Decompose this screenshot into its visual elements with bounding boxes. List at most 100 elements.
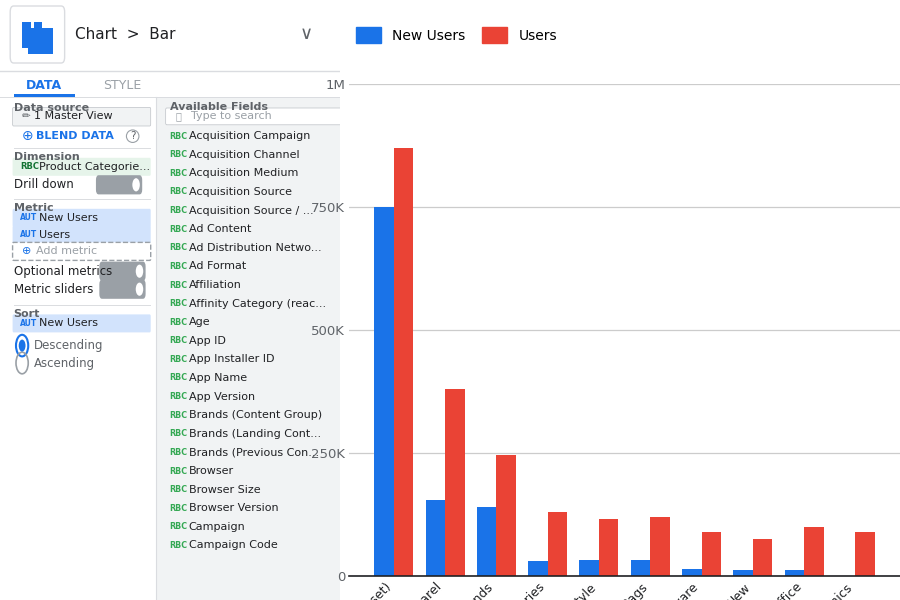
FancyBboxPatch shape — [40, 28, 53, 54]
Text: RBC: RBC — [169, 373, 187, 383]
Text: RBC: RBC — [169, 169, 187, 178]
Text: AUT: AUT — [21, 230, 38, 239]
Text: RBC: RBC — [169, 485, 187, 494]
Text: App Installer ID: App Installer ID — [189, 355, 274, 364]
Bar — [631, 560, 651, 576]
Text: Ad Content: Ad Content — [189, 224, 251, 234]
Text: ✏: ✏ — [22, 112, 31, 121]
Text: Age: Age — [189, 317, 211, 327]
FancyBboxPatch shape — [22, 22, 31, 48]
Bar — [426, 500, 445, 576]
Text: RBC: RBC — [169, 150, 187, 159]
Text: Ascending: Ascending — [34, 356, 95, 370]
Bar — [374, 207, 393, 576]
Text: Chart  >  Bar: Chart > Bar — [75, 26, 176, 42]
Text: Campaign: Campaign — [189, 522, 246, 532]
Text: Browser Version: Browser Version — [189, 503, 278, 513]
Bar — [528, 561, 547, 576]
Text: Add metric: Add metric — [36, 247, 97, 256]
Text: RBC: RBC — [169, 224, 187, 233]
Text: ∨: ∨ — [300, 25, 312, 43]
Text: RBC: RBC — [169, 206, 187, 215]
Text: Brands (Previous Con...: Brands (Previous Con... — [189, 448, 319, 457]
Bar — [496, 455, 516, 576]
Text: RBC: RBC — [169, 299, 187, 308]
Text: Affinity Category (reac...: Affinity Category (reac... — [189, 299, 326, 308]
Text: Ad Distribution Netwo...: Ad Distribution Netwo... — [189, 243, 321, 253]
Bar — [393, 148, 413, 576]
Text: AUT: AUT — [21, 319, 38, 328]
FancyBboxPatch shape — [13, 158, 150, 176]
FancyBboxPatch shape — [99, 280, 146, 299]
Circle shape — [136, 265, 143, 278]
Text: 🔍: 🔍 — [176, 112, 181, 121]
Text: Product Categorie...: Product Categorie... — [39, 162, 150, 172]
Text: RBC: RBC — [169, 430, 187, 438]
FancyBboxPatch shape — [99, 262, 146, 281]
FancyBboxPatch shape — [33, 22, 42, 48]
Text: BLEND DATA: BLEND DATA — [36, 131, 113, 141]
Text: Users: Users — [39, 230, 70, 239]
Text: Affiliation: Affiliation — [189, 280, 242, 290]
Text: RBC: RBC — [169, 280, 187, 289]
FancyBboxPatch shape — [13, 226, 150, 244]
Text: App Version: App Version — [189, 392, 255, 401]
Text: New Users: New Users — [39, 213, 98, 223]
FancyBboxPatch shape — [13, 209, 150, 227]
FancyBboxPatch shape — [13, 314, 150, 332]
Text: DATA: DATA — [26, 79, 62, 92]
Bar — [477, 507, 496, 576]
Text: RBC: RBC — [169, 448, 187, 457]
Text: Type to search: Type to search — [191, 112, 271, 121]
Text: STYLE: STYLE — [104, 79, 141, 92]
Bar — [753, 539, 772, 576]
FancyBboxPatch shape — [13, 242, 150, 260]
Text: RBC: RBC — [169, 131, 187, 140]
Bar — [580, 560, 598, 576]
Legend: New Users, Users: New Users, Users — [356, 27, 557, 43]
Text: App ID: App ID — [189, 336, 226, 346]
Text: Metric: Metric — [14, 203, 53, 213]
Text: New Users: New Users — [39, 319, 98, 328]
Text: Campaign Code: Campaign Code — [189, 541, 277, 550]
Text: RBC: RBC — [169, 336, 187, 345]
Text: RBC: RBC — [169, 355, 187, 364]
FancyBboxPatch shape — [96, 175, 142, 194]
Bar — [598, 520, 618, 576]
FancyBboxPatch shape — [14, 94, 75, 97]
Text: RBC: RBC — [169, 541, 187, 550]
FancyBboxPatch shape — [13, 107, 150, 126]
Bar — [805, 527, 824, 576]
Text: App Name: App Name — [189, 373, 247, 383]
Text: RBC: RBC — [169, 187, 187, 196]
Bar — [445, 389, 464, 576]
Text: AUT: AUT — [21, 213, 38, 222]
Text: Acquisition Campaign: Acquisition Campaign — [189, 131, 310, 141]
Text: RBC: RBC — [169, 467, 187, 475]
Bar — [734, 570, 753, 576]
Text: Data source: Data source — [14, 103, 89, 113]
Text: ⊕: ⊕ — [22, 247, 32, 256]
Text: RBC: RBC — [169, 244, 187, 252]
Text: RBC: RBC — [21, 162, 40, 172]
Text: RBC: RBC — [169, 410, 187, 419]
Text: Ad Format: Ad Format — [189, 262, 246, 271]
Text: ⊕: ⊕ — [22, 129, 33, 143]
Text: Browser Size: Browser Size — [189, 485, 260, 494]
Bar — [856, 532, 875, 576]
Text: Acquisition Medium: Acquisition Medium — [189, 169, 298, 178]
Text: Acquisition Source / ...: Acquisition Source / ... — [189, 206, 313, 215]
FancyBboxPatch shape — [157, 97, 340, 600]
FancyBboxPatch shape — [166, 108, 351, 125]
Text: RBC: RBC — [169, 318, 187, 326]
Text: Optional metrics: Optional metrics — [14, 265, 112, 278]
FancyBboxPatch shape — [10, 6, 65, 63]
Text: RBC: RBC — [169, 503, 187, 512]
Text: Metric sliders: Metric sliders — [14, 283, 93, 296]
Text: Descending: Descending — [34, 339, 104, 352]
Text: RBC: RBC — [169, 522, 187, 532]
Bar — [651, 517, 670, 576]
Text: Brands (Landing Cont...: Brands (Landing Cont... — [189, 429, 321, 439]
Text: ?: ? — [130, 131, 135, 141]
Text: Dimension: Dimension — [14, 152, 79, 162]
